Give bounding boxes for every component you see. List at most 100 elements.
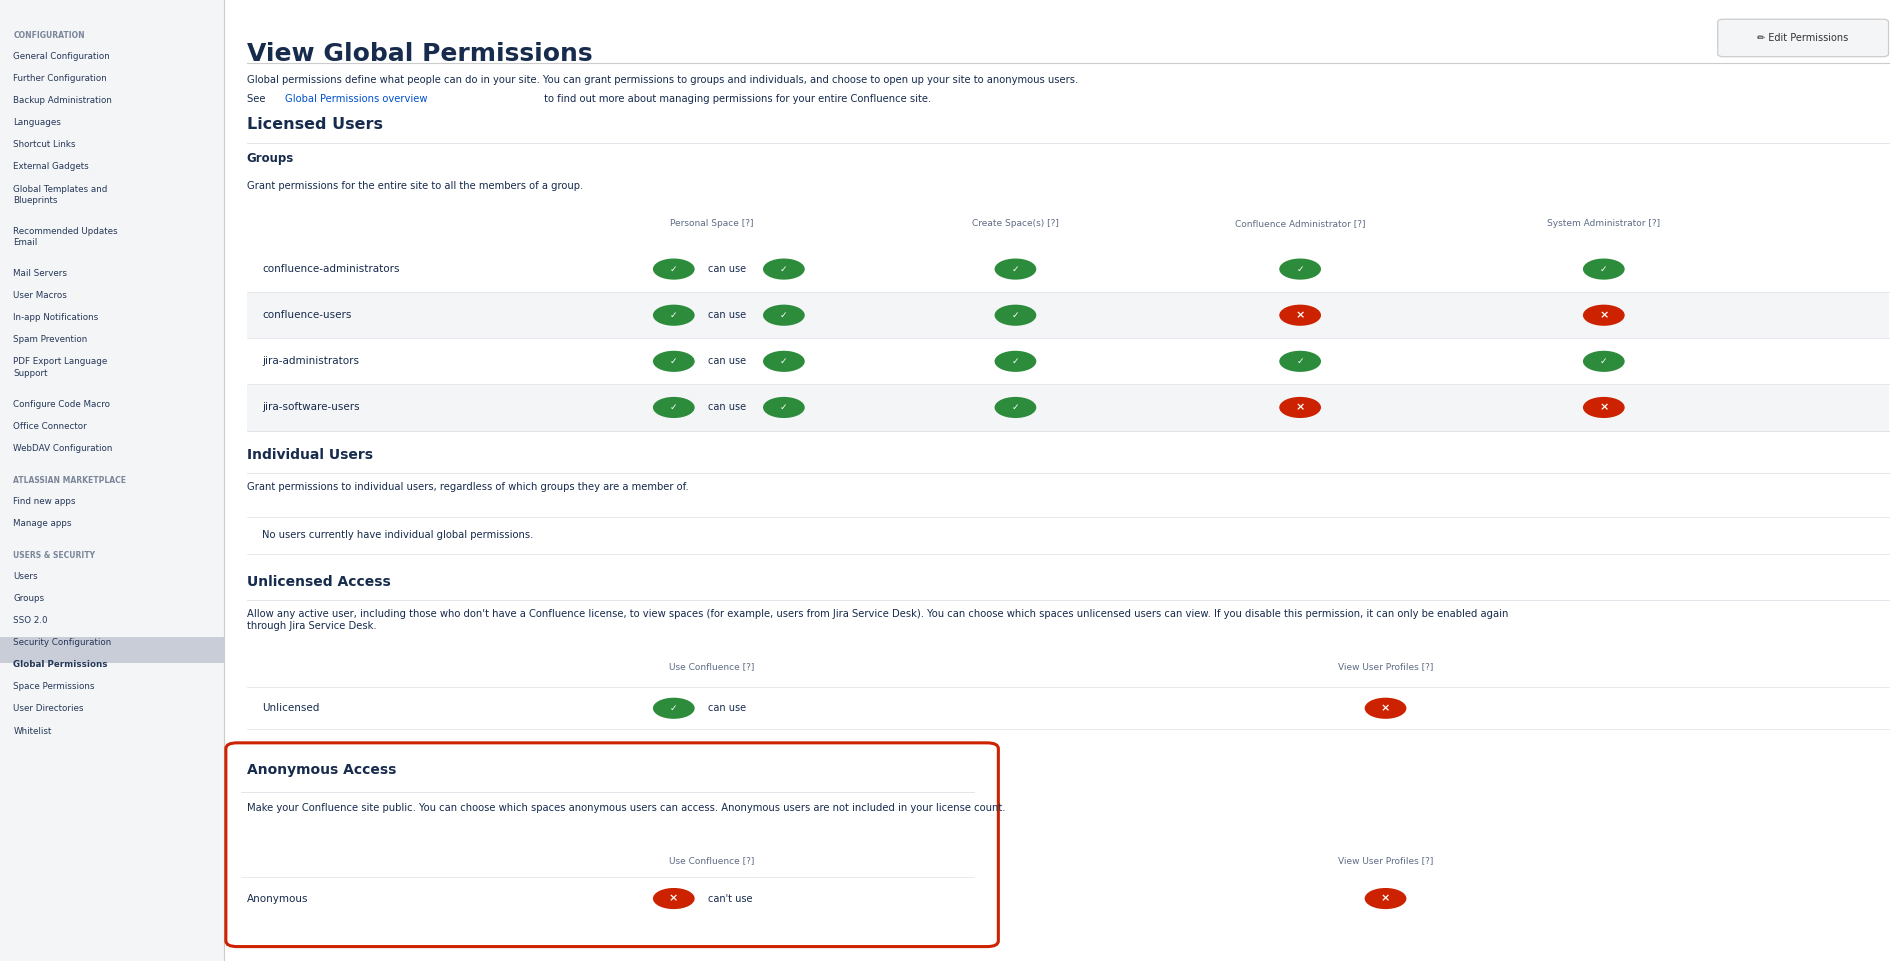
Text: jira-administrators: jira-administrators	[262, 357, 359, 366]
Text: Backup Administration: Backup Administration	[13, 96, 112, 105]
Text: can use: can use	[708, 403, 746, 412]
Circle shape	[1279, 397, 1321, 418]
Text: Create Space(s) [?]: Create Space(s) [?]	[972, 219, 1059, 228]
Text: ✓: ✓	[780, 403, 788, 412]
Text: Spam Prevention: Spam Prevention	[13, 335, 87, 344]
Text: In-app Notifications: In-app Notifications	[13, 313, 99, 322]
Text: Grant permissions to individual users, regardless of which groups they are a mem: Grant permissions to individual users, r…	[247, 482, 689, 492]
FancyBboxPatch shape	[1718, 19, 1889, 57]
Text: Unlicensed Access: Unlicensed Access	[247, 575, 391, 589]
FancyBboxPatch shape	[226, 743, 998, 947]
Text: can use: can use	[708, 357, 746, 366]
Text: ✓: ✓	[670, 264, 678, 274]
Circle shape	[763, 397, 805, 418]
Text: Global Templates and
Blueprints: Global Templates and Blueprints	[13, 185, 108, 205]
Text: to find out more about managing permissions for your entire Confluence site.: to find out more about managing permissi…	[541, 94, 932, 104]
Text: Languages: Languages	[13, 118, 61, 127]
Text: Whitelist: Whitelist	[13, 727, 51, 735]
Circle shape	[1583, 305, 1625, 326]
Text: SSO 2.0: SSO 2.0	[13, 616, 47, 625]
Text: Shortcut Links: Shortcut Links	[13, 140, 76, 149]
Text: Grant permissions for the entire site to all the members of a group.: Grant permissions for the entire site to…	[247, 181, 583, 190]
Text: Personal Space [?]: Personal Space [?]	[670, 219, 754, 228]
Text: ✓: ✓	[1296, 357, 1304, 366]
Text: Groups: Groups	[13, 594, 44, 603]
Circle shape	[1365, 888, 1406, 909]
Circle shape	[763, 351, 805, 372]
Text: ✓: ✓	[780, 357, 788, 366]
Text: Recommended Updates
Email: Recommended Updates Email	[13, 227, 118, 247]
Circle shape	[653, 888, 695, 909]
Text: ✓: ✓	[1012, 264, 1019, 274]
Text: User Directories: User Directories	[13, 704, 84, 713]
Text: can use: can use	[708, 264, 746, 274]
Circle shape	[1365, 698, 1406, 719]
Text: ×: ×	[1382, 703, 1389, 713]
Text: ✓: ✓	[1012, 403, 1019, 412]
Circle shape	[763, 305, 805, 326]
Text: Security Configuration: Security Configuration	[13, 638, 112, 647]
Text: ✓: ✓	[780, 310, 788, 320]
Circle shape	[1583, 259, 1625, 280]
Text: Space Permissions: Space Permissions	[13, 682, 95, 691]
Text: See: See	[247, 94, 268, 104]
Text: ×: ×	[1296, 310, 1304, 320]
Circle shape	[653, 397, 695, 418]
Text: ✓: ✓	[670, 357, 678, 366]
Text: Unlicensed: Unlicensed	[262, 703, 319, 713]
Text: Confluence Administrator [?]: Confluence Administrator [?]	[1236, 219, 1365, 228]
Circle shape	[995, 259, 1036, 280]
Text: jira-software-users: jira-software-users	[262, 403, 359, 412]
Text: ×: ×	[1600, 403, 1608, 412]
Text: can use: can use	[708, 703, 746, 713]
Text: ✓: ✓	[670, 703, 678, 713]
Circle shape	[763, 259, 805, 280]
Circle shape	[1583, 397, 1625, 418]
Text: confluence-administrators: confluence-administrators	[262, 264, 399, 274]
Text: View User Profiles [?]: View User Profiles [?]	[1338, 662, 1433, 671]
Text: ✓: ✓	[670, 403, 678, 412]
Text: Anonymous Access: Anonymous Access	[247, 763, 397, 777]
Text: External Gadgets: External Gadgets	[13, 162, 89, 171]
Circle shape	[653, 351, 695, 372]
Circle shape	[653, 698, 695, 719]
Text: Users: Users	[13, 572, 38, 580]
FancyBboxPatch shape	[247, 292, 1889, 338]
Circle shape	[1279, 305, 1321, 326]
Text: ATLASSIAN MARKETPLACE: ATLASSIAN MARKETPLACE	[13, 476, 127, 484]
Text: Licensed Users: Licensed Users	[247, 117, 383, 133]
FancyBboxPatch shape	[247, 338, 1889, 384]
Text: can use: can use	[708, 310, 746, 320]
FancyBboxPatch shape	[247, 384, 1889, 431]
Text: ✓: ✓	[780, 264, 788, 274]
Text: Groups: Groups	[247, 152, 294, 165]
Text: ✓: ✓	[1012, 357, 1019, 366]
Text: confluence-users: confluence-users	[262, 310, 351, 320]
Text: ×: ×	[670, 894, 678, 903]
Circle shape	[995, 351, 1036, 372]
Text: ×: ×	[1382, 894, 1389, 903]
Text: USERS & SECURITY: USERS & SECURITY	[13, 551, 95, 559]
Text: User Macros: User Macros	[13, 291, 66, 300]
Circle shape	[995, 397, 1036, 418]
Text: ×: ×	[1296, 403, 1304, 412]
Text: PDF Export Language
Support: PDF Export Language Support	[13, 357, 108, 378]
FancyBboxPatch shape	[0, 637, 224, 663]
FancyBboxPatch shape	[247, 246, 1889, 292]
Text: Global Permissions overview: Global Permissions overview	[285, 94, 427, 104]
Circle shape	[1279, 351, 1321, 372]
Text: Configure Code Macro: Configure Code Macro	[13, 400, 110, 408]
Text: No users currently have individual global permissions.: No users currently have individual globa…	[262, 530, 533, 540]
Text: CONFIGURATION: CONFIGURATION	[13, 31, 85, 39]
Text: Make your Confluence site public. You can choose which spaces anonymous users ca: Make your Confluence site public. You ca…	[247, 803, 1006, 813]
Text: Allow any active user, including those who don't have a Confluence license, to v: Allow any active user, including those w…	[247, 609, 1509, 630]
Text: View Global Permissions: View Global Permissions	[247, 42, 592, 66]
Text: ✓: ✓	[1600, 357, 1608, 366]
Text: Mail Servers: Mail Servers	[13, 269, 66, 278]
Text: Use Confluence [?]: Use Confluence [?]	[670, 856, 754, 865]
Text: Global permissions define what people can do in your site. You can grant permiss: Global permissions define what people ca…	[247, 75, 1078, 85]
Text: ✓: ✓	[1600, 264, 1608, 274]
Circle shape	[995, 305, 1036, 326]
Text: ✓: ✓	[670, 310, 678, 320]
Text: WebDAV Configuration: WebDAV Configuration	[13, 444, 112, 453]
